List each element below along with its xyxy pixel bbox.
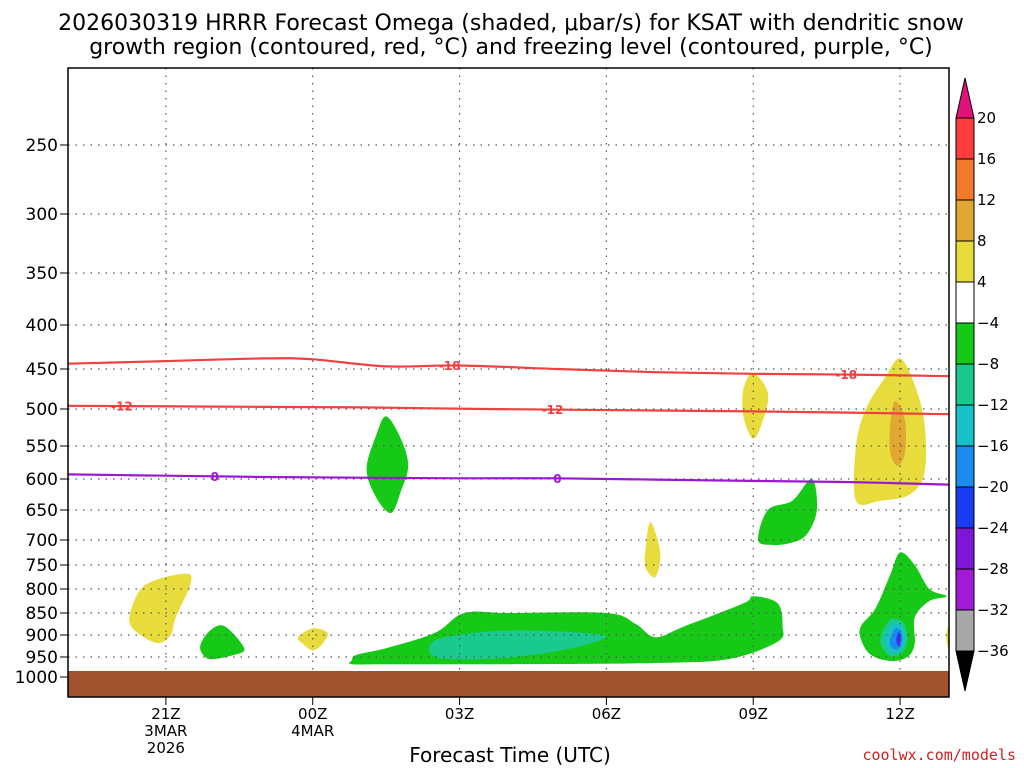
- colorbar-swatch-6: [955, 363, 975, 406]
- x-tick-label-5-0: 00Z: [298, 705, 327, 723]
- chart-title-line1: 2026030319 HRRR Forecast Omega (shaded, …: [58, 11, 964, 36]
- contour-label-2-1: 0: [553, 472, 561, 486]
- y-tick-label-1000: 1000: [15, 668, 58, 688]
- credit-text: coolwx.com/models: [862, 746, 1016, 764]
- colorbar-swatch-7: [955, 404, 975, 447]
- contour-label-1-1: -12: [542, 403, 564, 417]
- omega-region-12: [428, 630, 607, 660]
- colorbar-label-5: −4: [977, 314, 999, 332]
- colorbar: 20 16 12 8 4 −4 −8 −12 −16 −20 −24 −28 −32 −36: [955, 77, 1009, 692]
- x-tick-label-14-0: 09Z: [739, 705, 768, 723]
- y-tick-label-700: 700: [26, 531, 58, 551]
- omega-region-11: [859, 552, 947, 662]
- colorbar-label-7: −12: [977, 396, 1009, 414]
- pressure-gridlines: [68, 68, 949, 671]
- colorbar-label-6: −8: [977, 355, 999, 373]
- colorbar-swatch-1: [955, 158, 975, 201]
- x-tick-label-5-1: 4MAR: [291, 722, 334, 740]
- x-tick-label-2-2: 2026: [147, 739, 185, 757]
- omega-region-8: [200, 625, 245, 660]
- colorbar-label-9: −20: [977, 478, 1009, 496]
- omega-region-7: [366, 416, 409, 514]
- contour-line-1: [67, 404, 950, 416]
- x-tick-label-8-0: 03Z: [445, 705, 474, 723]
- colorbar-swatch-4: [955, 281, 975, 324]
- y-tick-label-800: 800: [26, 580, 58, 600]
- colorbar-swatch-2: [955, 199, 975, 242]
- y-tick-label-600: 600: [26, 470, 58, 490]
- omega-region-17: [897, 635, 901, 644]
- contour-line-0: [67, 357, 950, 378]
- x-tick-label-2-0: 21Z: [151, 705, 180, 723]
- colorbar-swatch-11: [955, 568, 975, 611]
- colorbar-swatch-10: [955, 527, 975, 570]
- ground-layer: [68, 671, 949, 697]
- x-axis-label: Forecast Time (UTC): [409, 743, 611, 767]
- chart-title-line2: growth region (contoured, red, °C) and f…: [89, 35, 933, 60]
- colorbar-label-8: −16: [977, 437, 1009, 455]
- omega-region-2: [742, 372, 769, 439]
- temperature-contours: -18 -18 -12 -12 0 0: [67, 357, 950, 486]
- omega-region-0: [129, 573, 192, 644]
- y-tick-label-950: 950: [26, 648, 58, 668]
- colorbar-label-13: −36: [977, 642, 1009, 660]
- y-tick-label-850: 850: [26, 604, 58, 624]
- colorbar-label-12: −32: [977, 601, 1009, 619]
- contour-label-2-0: 0: [211, 470, 219, 484]
- y-axis-ticks: 2503003504004505005506006507007508008509…: [15, 136, 68, 688]
- contour-label-0-1: -18: [835, 368, 857, 382]
- colorbar-label-1: 16: [977, 150, 996, 168]
- y-tick-label-750: 750: [26, 556, 58, 576]
- x-tick-label-2-1: 3MAR: [144, 722, 187, 740]
- plot-frame: [67, 67, 950, 698]
- colorbar-label-3: 8: [977, 232, 987, 250]
- omega-region-5: [889, 400, 907, 466]
- colorbar-swatch-3: [955, 240, 975, 283]
- x-tick-label-17-0: 12Z: [885, 705, 914, 723]
- colorbar-swatch-8: [955, 445, 975, 488]
- contour-label-1-0: -12: [111, 399, 133, 413]
- colorbar-swatch-5: [955, 322, 975, 365]
- colorbar-swatch-0: [955, 117, 975, 160]
- omega-region-10: [349, 596, 784, 665]
- colorbar-top-arrow: [955, 77, 975, 119]
- ground-rect: [68, 671, 949, 697]
- y-tick-label-450: 450: [26, 360, 58, 380]
- omega-shaded-regions: [129, 358, 950, 665]
- y-tick-label-650: 650: [26, 501, 58, 521]
- colorbar-swatch-12: [955, 609, 975, 652]
- y-tick-label-500: 500: [26, 400, 58, 420]
- y-tick-label-400: 400: [26, 316, 58, 336]
- colorbar-label-2: 12: [977, 191, 996, 209]
- colorbar-label-10: −24: [977, 519, 1009, 537]
- colorbar-label-11: −28: [977, 560, 1009, 578]
- omega-region-9: [758, 478, 818, 546]
- colorbar-bottom-arrow: [955, 650, 975, 692]
- y-tick-label-300: 300: [26, 205, 58, 225]
- colorbar-label-0: 20: [977, 109, 996, 127]
- contour-label-0-0: -18: [439, 359, 461, 373]
- colorbar-swatch-9: [955, 486, 975, 529]
- y-tick-label-350: 350: [26, 264, 58, 284]
- contour-line-2: [67, 473, 950, 486]
- x-tick-label-11-0: 06Z: [592, 705, 621, 723]
- omega-region-3: [644, 521, 661, 578]
- colorbar-label-4: 4: [977, 273, 987, 291]
- y-tick-label-250: 250: [26, 136, 58, 156]
- y-tick-label-900: 900: [26, 626, 58, 646]
- y-tick-label-550: 550: [26, 437, 58, 457]
